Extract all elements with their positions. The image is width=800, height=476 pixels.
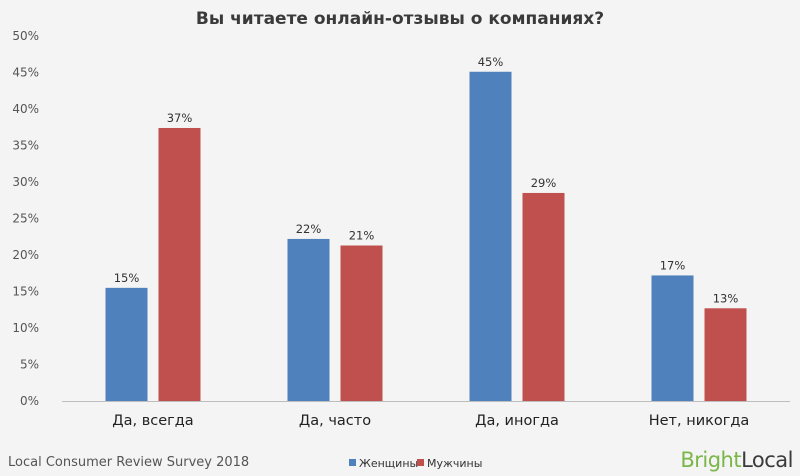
legend: Женщины Мужчины bbox=[349, 457, 482, 470]
data-label-women-3: 45% bbox=[478, 55, 504, 69]
legend-label-women: Женщины bbox=[359, 457, 418, 470]
bar-men-1 bbox=[158, 127, 201, 401]
y-tick-label: 15% bbox=[12, 285, 39, 299]
x-category-label: Да, всегда bbox=[112, 413, 193, 429]
x-category-label: Нет, никогда bbox=[649, 413, 750, 429]
data-label-women-1: 15% bbox=[114, 271, 140, 285]
brightlocal-logo: BrightLocal bbox=[680, 448, 793, 472]
bars-group bbox=[105, 71, 747, 402]
y-tick-label: 10% bbox=[12, 321, 39, 335]
brand-name-bright: Bright bbox=[680, 448, 741, 472]
y-tick-label: 40% bbox=[12, 102, 39, 116]
chart-title: Вы читаете онлайн-отзывы о компаниях? bbox=[196, 9, 604, 29]
bar-women-4 bbox=[651, 275, 694, 401]
bar-women-2 bbox=[287, 238, 330, 401]
x-axis: Да, всегда Да, часто Да, иногда Нет, никогд… bbox=[62, 401, 790, 429]
data-label-women-2: 22% bbox=[296, 222, 322, 236]
survey-source: Local Consumer Review Survey 2018 bbox=[8, 455, 249, 470]
legend-swatch-men bbox=[417, 459, 424, 466]
data-label-men-3: 29% bbox=[531, 176, 557, 190]
bar-men-2 bbox=[340, 245, 383, 401]
bar-women-3 bbox=[469, 71, 512, 402]
legend-label-men: Мужчины bbox=[427, 457, 482, 470]
y-tick-label: 50% bbox=[12, 29, 39, 43]
svg-text:BrightLocal: BrightLocal bbox=[680, 448, 793, 472]
bar-women-1 bbox=[105, 287, 148, 401]
x-category-label: Да, иногда bbox=[475, 413, 559, 429]
y-tick-label: 5% bbox=[20, 358, 39, 372]
y-tick-label: 35% bbox=[12, 139, 39, 153]
data-label-men-2: 21% bbox=[349, 229, 375, 243]
y-tick-label: 25% bbox=[12, 212, 39, 226]
bar-men-4 bbox=[704, 308, 747, 401]
data-label-men-1: 37% bbox=[167, 111, 193, 125]
data-label-women-4: 17% bbox=[660, 258, 686, 272]
brand-name-local: Local bbox=[741, 448, 793, 472]
y-tick-label: 45% bbox=[12, 66, 39, 80]
y-tick-label: 0% bbox=[20, 394, 39, 408]
bar-men-3 bbox=[522, 192, 565, 401]
y-axis: 0% 5% 10% 15% 20% 25% 30% 35% 40% 45% 50% bbox=[12, 29, 39, 408]
x-category-label: Да, часто bbox=[299, 413, 371, 429]
y-tick-label: 20% bbox=[12, 248, 39, 262]
data-label-men-4: 13% bbox=[713, 291, 739, 305]
legend-swatch-women bbox=[349, 459, 356, 466]
value-labels-group: 15% 37% 22% 21% 45% 29% 17% 13% bbox=[114, 55, 739, 306]
y-tick-label: 30% bbox=[12, 175, 39, 189]
